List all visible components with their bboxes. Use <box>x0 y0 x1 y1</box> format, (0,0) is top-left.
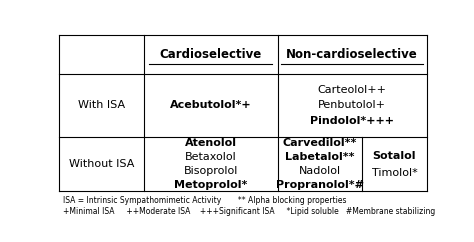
Text: Penbutolol+: Penbutolol+ <box>318 100 386 110</box>
Text: Acebutolol*+: Acebutolol*+ <box>170 100 252 110</box>
Text: Pindolol*+++: Pindolol*+++ <box>310 116 394 126</box>
Text: Labetalol**: Labetalol** <box>285 152 355 162</box>
Text: Metoprolol*: Metoprolol* <box>174 180 247 190</box>
Text: Betaxolol: Betaxolol <box>185 152 237 162</box>
Text: With ISA: With ISA <box>78 100 125 110</box>
Text: Carteolol++: Carteolol++ <box>318 85 387 95</box>
Text: Atenolol: Atenolol <box>185 138 237 148</box>
Text: ISA = Intrinsic Sympathomimetic Activity       ** Alpha blocking properties: ISA = Intrinsic Sympathomimetic Activity… <box>63 196 346 205</box>
Text: Nadolol: Nadolol <box>299 166 341 176</box>
Text: Carvedilol**: Carvedilol** <box>283 138 357 148</box>
Text: Cardioselective: Cardioselective <box>160 48 262 61</box>
Text: Sotalol: Sotalol <box>373 151 416 161</box>
Text: Propranolol*#: Propranolol*# <box>276 180 364 190</box>
Text: Non-cardioselective: Non-cardioselective <box>286 48 418 61</box>
Text: Without ISA: Without ISA <box>69 159 134 169</box>
Text: Timolol*: Timolol* <box>372 167 417 178</box>
Text: Bisoprolol: Bisoprolol <box>183 166 238 176</box>
Text: +Minimal ISA     ++Moderate ISA    +++Significant ISA     *Lipid soluble   #Memb: +Minimal ISA ++Moderate ISA +++Significa… <box>63 207 435 216</box>
